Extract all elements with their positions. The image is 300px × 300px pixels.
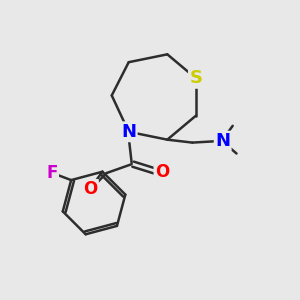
Text: O: O <box>83 180 98 198</box>
Text: N: N <box>121 123 136 141</box>
Text: N: N <box>215 132 230 150</box>
Text: O: O <box>155 163 169 181</box>
Text: F: F <box>46 164 58 182</box>
Text: S: S <box>189 69 203 87</box>
